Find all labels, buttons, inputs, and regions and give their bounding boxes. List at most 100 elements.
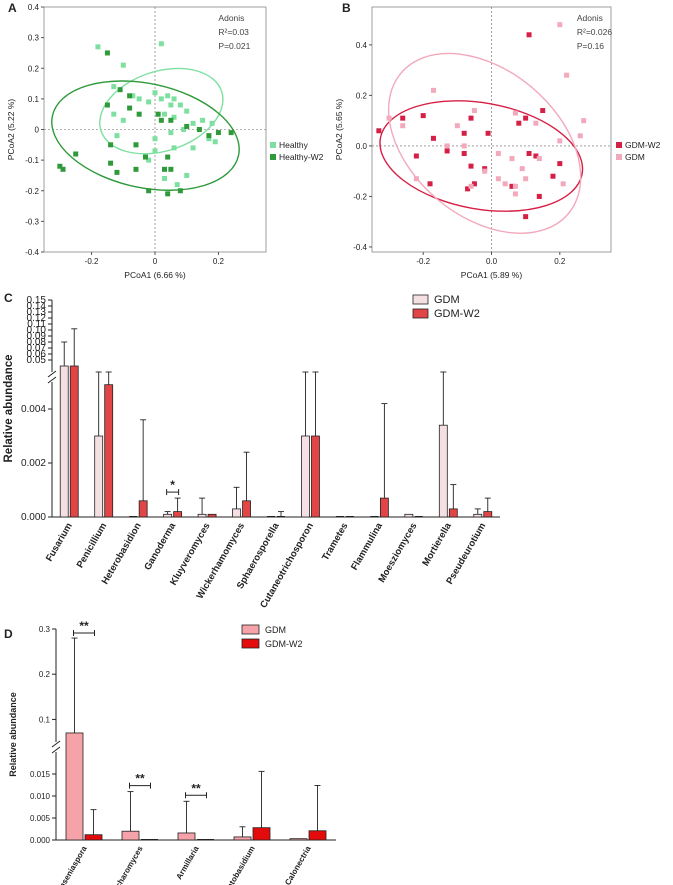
y-tick-label: 0.4 xyxy=(28,3,40,12)
data-point-healthy xyxy=(174,182,180,188)
data-point-gdm-w2 xyxy=(376,128,382,134)
adonis-title: Adonis xyxy=(218,13,244,23)
y-tick-label: 0.1 xyxy=(28,95,40,104)
data-point-healthy xyxy=(152,136,158,142)
data-point-healthy-w2 xyxy=(104,50,110,56)
data-point-healthy xyxy=(95,44,101,50)
data-point-healthy-w2 xyxy=(117,87,123,93)
y-tick-label: 0.3 xyxy=(39,625,51,634)
data-point-gdm-w2 xyxy=(468,115,474,121)
data-point-gdm-w2 xyxy=(427,181,433,187)
data-point-healthy-w2 xyxy=(108,142,114,148)
data-point-healthy-w2 xyxy=(127,105,133,111)
legend-swatch-healthy xyxy=(270,142,276,148)
data-point-healthy xyxy=(146,99,152,105)
bar-gdm-w2 xyxy=(308,830,327,841)
axis-break-mark xyxy=(47,376,57,384)
data-point-healthy-w2 xyxy=(165,154,171,160)
data-point-healthy-w2 xyxy=(168,166,174,172)
y-tick-label: 0.12 xyxy=(27,313,47,324)
category-label: Armillaria xyxy=(174,844,201,881)
bar-gdm xyxy=(197,513,207,518)
data-point-healthy xyxy=(168,102,174,108)
data-point-healthy xyxy=(190,120,196,126)
panel-label-c: C xyxy=(4,291,13,305)
x-axis-label: PCoA1 (5.89 %) xyxy=(461,270,523,280)
legend-label-gdm: GDM xyxy=(625,152,645,162)
data-point-gdm xyxy=(512,183,518,189)
data-point-healthy xyxy=(171,114,177,120)
data-point-healthy xyxy=(120,117,126,123)
panel-label-b: B xyxy=(342,1,351,15)
data-point-healthy-w2 xyxy=(206,133,212,139)
data-point-healthy-w2 xyxy=(162,166,168,172)
y-tick-label: 0.14 xyxy=(27,301,47,312)
data-point-gdm xyxy=(512,110,518,116)
data-point-healthy xyxy=(158,96,164,102)
data-point-healthy-w2 xyxy=(146,188,152,194)
data-point-gdm xyxy=(577,133,583,139)
x-tick-label: -0.2 xyxy=(416,257,430,266)
panel-label-a: A xyxy=(8,1,17,15)
y-axis-label: PCoA2 (5.65 %) xyxy=(334,99,344,161)
legend-label-gdm: GDM xyxy=(434,294,460,306)
bar-gdm-w2 xyxy=(84,834,103,841)
x-tick-label: 0.0 xyxy=(486,257,498,266)
data-point-healthy xyxy=(165,93,171,99)
legend-label-gdm-w2: GDM-W2 xyxy=(625,140,661,150)
data-point-healthy xyxy=(200,117,206,123)
data-point-healthy xyxy=(209,120,215,126)
y-tick-label: -0.2 xyxy=(353,192,367,201)
legend-swatch-gdm xyxy=(241,624,260,635)
axis-break-mark xyxy=(51,740,61,748)
data-point-healthy xyxy=(152,90,158,96)
data-point-gdm-w2 xyxy=(526,32,532,38)
y-tick-label: 0.08 xyxy=(27,337,47,348)
legend-swatch-gdm-w2 xyxy=(412,308,429,319)
y-tick-label: 0.06 xyxy=(27,349,47,360)
data-point-gdm-w2 xyxy=(468,163,474,169)
axis-break-mark xyxy=(47,370,57,378)
data-point-gdm xyxy=(536,156,542,162)
data-point-healthy-w2 xyxy=(127,93,133,99)
data-point-healthy xyxy=(171,96,177,102)
y-tick-label: -0.2 xyxy=(25,187,39,196)
data-point-healthy xyxy=(162,111,168,117)
y-tick-label: 0.000 xyxy=(30,836,51,845)
data-point-gdm xyxy=(564,72,570,78)
y-tick-label: 0 xyxy=(35,126,40,135)
significance-label: ** xyxy=(191,781,201,795)
y-tick-label: 0.015 xyxy=(30,770,51,779)
data-point-healthy-w2 xyxy=(196,127,202,132)
legend-label-healthy-w2: Healthy-W2 xyxy=(279,152,324,162)
data-point-healthy xyxy=(111,84,117,90)
data-point-healthy-w2 xyxy=(168,117,174,123)
bar-gdm-w2 xyxy=(138,500,148,518)
adonis-title: Adonis xyxy=(577,13,603,23)
legend-label-gdm-w2: GDM-W2 xyxy=(434,308,480,320)
bar-gdm-w2 xyxy=(311,435,320,518)
category-label: Flammulina xyxy=(349,520,385,572)
category-label: Calonectria xyxy=(283,844,313,885)
confidence-ellipse-gdm xyxy=(387,52,582,234)
data-point-gdm-w2 xyxy=(540,108,546,114)
data-point-healthy-w2 xyxy=(165,191,171,197)
data-point-healthy xyxy=(184,172,190,178)
y-tick-label: 0.2 xyxy=(28,64,40,73)
data-point-healthy xyxy=(136,96,142,102)
bar-gdm xyxy=(473,513,483,518)
data-point-gdm xyxy=(560,181,566,187)
bar-gdm-w2 xyxy=(104,384,114,518)
data-point-gdm-w2 xyxy=(509,183,515,189)
confidence-ellipse-healthy-w2 xyxy=(51,80,240,191)
panel-label-d: D xyxy=(4,627,13,641)
data-point-gdm-w2 xyxy=(526,150,532,156)
data-point-gdm-w2 xyxy=(413,153,419,159)
data-point-healthy-w2 xyxy=(177,188,183,194)
data-point-healthy-w2 xyxy=(215,130,221,136)
x-tick-label: 0.2 xyxy=(213,257,225,266)
data-point-gdm xyxy=(533,120,539,126)
legend-swatch-gdm xyxy=(412,294,429,305)
y-tick-label: 0.07 xyxy=(27,343,47,354)
data-point-gdm xyxy=(471,108,477,114)
